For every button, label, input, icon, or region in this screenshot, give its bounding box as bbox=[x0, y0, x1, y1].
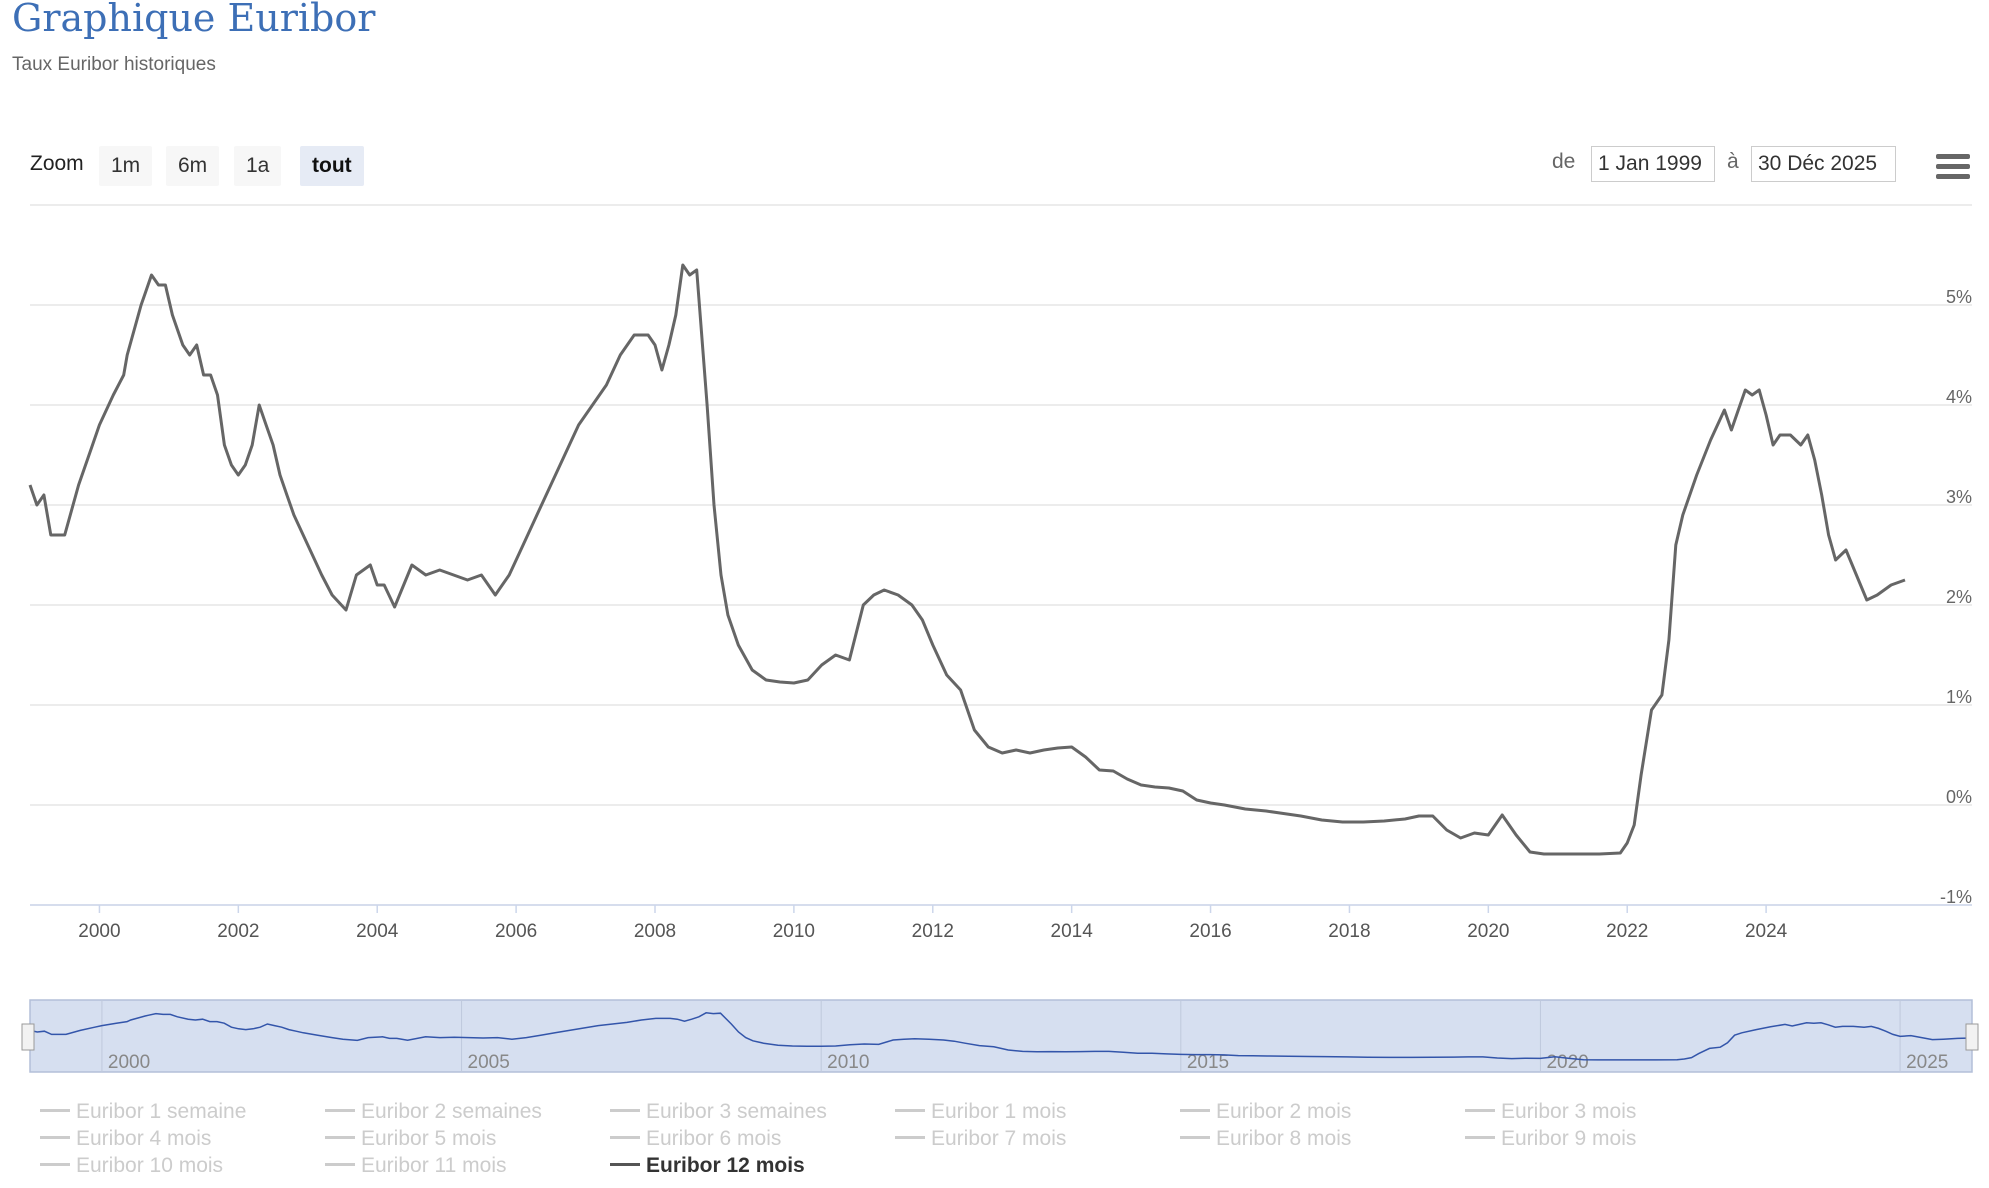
legend-item[interactable]: Euribor 5 mois bbox=[325, 1127, 496, 1151]
y-tick-label: 3% bbox=[1946, 487, 1972, 507]
x-tick-label: 2002 bbox=[217, 921, 259, 942]
chart-subtitle: Taux Euribor historiques bbox=[12, 54, 216, 75]
x-tick-label: 2012 bbox=[912, 921, 954, 942]
legend-label: Euribor 11 mois bbox=[361, 1154, 507, 1177]
legend-line-icon bbox=[325, 1108, 355, 1112]
legend-label: Euribor 1 semaine bbox=[76, 1100, 247, 1123]
series-line-euribor-12-mois bbox=[28, 263, 1906, 856]
grid-lines bbox=[30, 204, 1972, 906]
legend-line-icon bbox=[40, 1162, 70, 1166]
range-from-input[interactable] bbox=[1591, 146, 1715, 182]
navigator-left-handle bbox=[21, 1023, 35, 1051]
navigator-tick-label: 2015 bbox=[1187, 1052, 1229, 1073]
x-tick-label: 2014 bbox=[1051, 921, 1094, 942]
x-tick-label: 2016 bbox=[1189, 921, 1231, 942]
legend-label: Euribor 4 mois bbox=[76, 1127, 212, 1150]
legend-item[interactable]: Euribor 8 mois bbox=[1180, 1127, 1351, 1151]
zoom-label: Zoom bbox=[30, 152, 84, 175]
legend-item[interactable]: Euribor 1 semaine bbox=[40, 1100, 246, 1124]
legend-item[interactable]: Euribor 6 mois bbox=[610, 1127, 781, 1151]
legend-label: Euribor 6 mois bbox=[646, 1127, 782, 1150]
legend-label: Euribor 5 mois bbox=[361, 1127, 497, 1150]
y-tick-label: -1% bbox=[1940, 887, 1972, 907]
zoom-button-1m[interactable]: 1m bbox=[99, 146, 153, 186]
hamburger-menu-icon[interactable] bbox=[1936, 154, 1970, 182]
navigator-tick-label: 2025 bbox=[1906, 1052, 1948, 1073]
legend-label: Euribor 9 mois bbox=[1501, 1127, 1637, 1150]
legend-label: Euribor 7 mois bbox=[931, 1127, 1067, 1150]
range-to-input[interactable] bbox=[1751, 146, 1896, 182]
x-tick-label: 2000 bbox=[78, 921, 120, 942]
navigator-tick-label: 2005 bbox=[468, 1052, 510, 1073]
range-to-label: à bbox=[1727, 150, 1739, 173]
navigator-axis: 2000 2005 2010 2015 2020 2025 bbox=[101, 1000, 1948, 1073]
y-axis-labels: -1% 0% 1% 2% 3% 4% 5% bbox=[1940, 287, 1972, 907]
legend-label: Euribor 8 mois bbox=[1216, 1127, 1352, 1150]
legend-item[interactable]: Euribor 2 semaines bbox=[325, 1100, 542, 1124]
navigator-tick-label: 2010 bbox=[827, 1052, 869, 1073]
y-tick-label: 5% bbox=[1946, 287, 1972, 307]
x-tick-label: 2006 bbox=[495, 921, 537, 942]
legend-label: Euribor 3 semaines bbox=[646, 1100, 827, 1123]
zoom-button-6m[interactable]: 6m bbox=[166, 146, 220, 186]
x-axis-labels: 2000 2002 2004 2006 2008 2010 2012 2014 2016 2018… bbox=[78, 905, 1788, 942]
legend-item[interactable]: Euribor 1 mois bbox=[895, 1100, 1066, 1124]
legend-label: Euribor 12 mois bbox=[646, 1154, 805, 1177]
legend-line-icon bbox=[610, 1162, 640, 1166]
legend-item[interactable]: Euribor 10 mois bbox=[40, 1154, 223, 1178]
x-tick-label: 2004 bbox=[356, 921, 399, 942]
legend-line-icon bbox=[325, 1135, 355, 1139]
x-tick-label: 2022 bbox=[1606, 921, 1648, 942]
navigator-series-line bbox=[29, 1012, 1973, 1061]
y-tick-label: 0% bbox=[1946, 787, 1972, 807]
x-tick-label: 2010 bbox=[773, 921, 815, 942]
legend-item[interactable]: Euribor 11 mois bbox=[325, 1154, 507, 1178]
zoom-button-1a[interactable]: 1a bbox=[234, 146, 282, 186]
legend-line-icon bbox=[895, 1108, 925, 1112]
y-tick-label: 1% bbox=[1946, 687, 1972, 707]
legend-line-icon bbox=[1465, 1108, 1495, 1112]
navigator: 2000 2005 2010 2015 2020 2025 bbox=[21, 999, 1979, 1073]
legend-item[interactable]: Euribor 3 mois bbox=[1465, 1100, 1636, 1124]
legend-line-icon bbox=[1180, 1108, 1210, 1112]
legend-label: Euribor 1 mois bbox=[931, 1100, 1067, 1123]
legend-label: Euribor 10 mois bbox=[76, 1154, 224, 1177]
y-tick-label: 2% bbox=[1946, 587, 1972, 607]
navigator-tick-label: 2000 bbox=[108, 1052, 150, 1073]
legend-item[interactable]: Euribor 3 semaines bbox=[610, 1100, 827, 1124]
legend-line-icon bbox=[40, 1135, 70, 1139]
zoom-button-all[interactable]: tout bbox=[300, 146, 364, 186]
legend-item[interactable]: Euribor 7 mois bbox=[895, 1127, 1066, 1151]
legend-label: Euribor 2 semaines bbox=[361, 1100, 542, 1123]
x-tick-label: 2020 bbox=[1467, 921, 1509, 942]
x-tick-label: 2024 bbox=[1745, 921, 1788, 942]
legend-item[interactable]: Euribor 2 mois bbox=[1180, 1100, 1351, 1124]
legend-item[interactable]: Euribor 4 mois bbox=[40, 1127, 211, 1151]
legend-line-icon bbox=[40, 1108, 70, 1112]
legend-line-icon bbox=[895, 1135, 925, 1139]
legend-item[interactable]: Euribor 9 mois bbox=[1465, 1127, 1636, 1151]
legend-label: Euribor 2 mois bbox=[1216, 1100, 1352, 1123]
navigator-background bbox=[29, 999, 1973, 1073]
legend-line-icon bbox=[610, 1108, 640, 1112]
y-tick-label: 4% bbox=[1946, 387, 1972, 407]
navigator-tick-label: 2020 bbox=[1546, 1052, 1588, 1073]
legend-item[interactable]: Euribor 12 mois bbox=[610, 1154, 805, 1178]
legend-line-icon bbox=[325, 1162, 355, 1166]
legend-label: Euribor 3 mois bbox=[1501, 1100, 1637, 1123]
legend-line-icon bbox=[1465, 1135, 1495, 1139]
legend-line-icon bbox=[610, 1135, 640, 1139]
chart-title: Graphique Euribor bbox=[12, 0, 376, 40]
x-tick-label: 2018 bbox=[1328, 921, 1370, 942]
legend-line-icon bbox=[1180, 1135, 1210, 1139]
x-tick-label: 2008 bbox=[634, 921, 676, 942]
range-from-label: de bbox=[1552, 150, 1576, 173]
navigator-right-handle bbox=[1965, 1023, 1979, 1051]
